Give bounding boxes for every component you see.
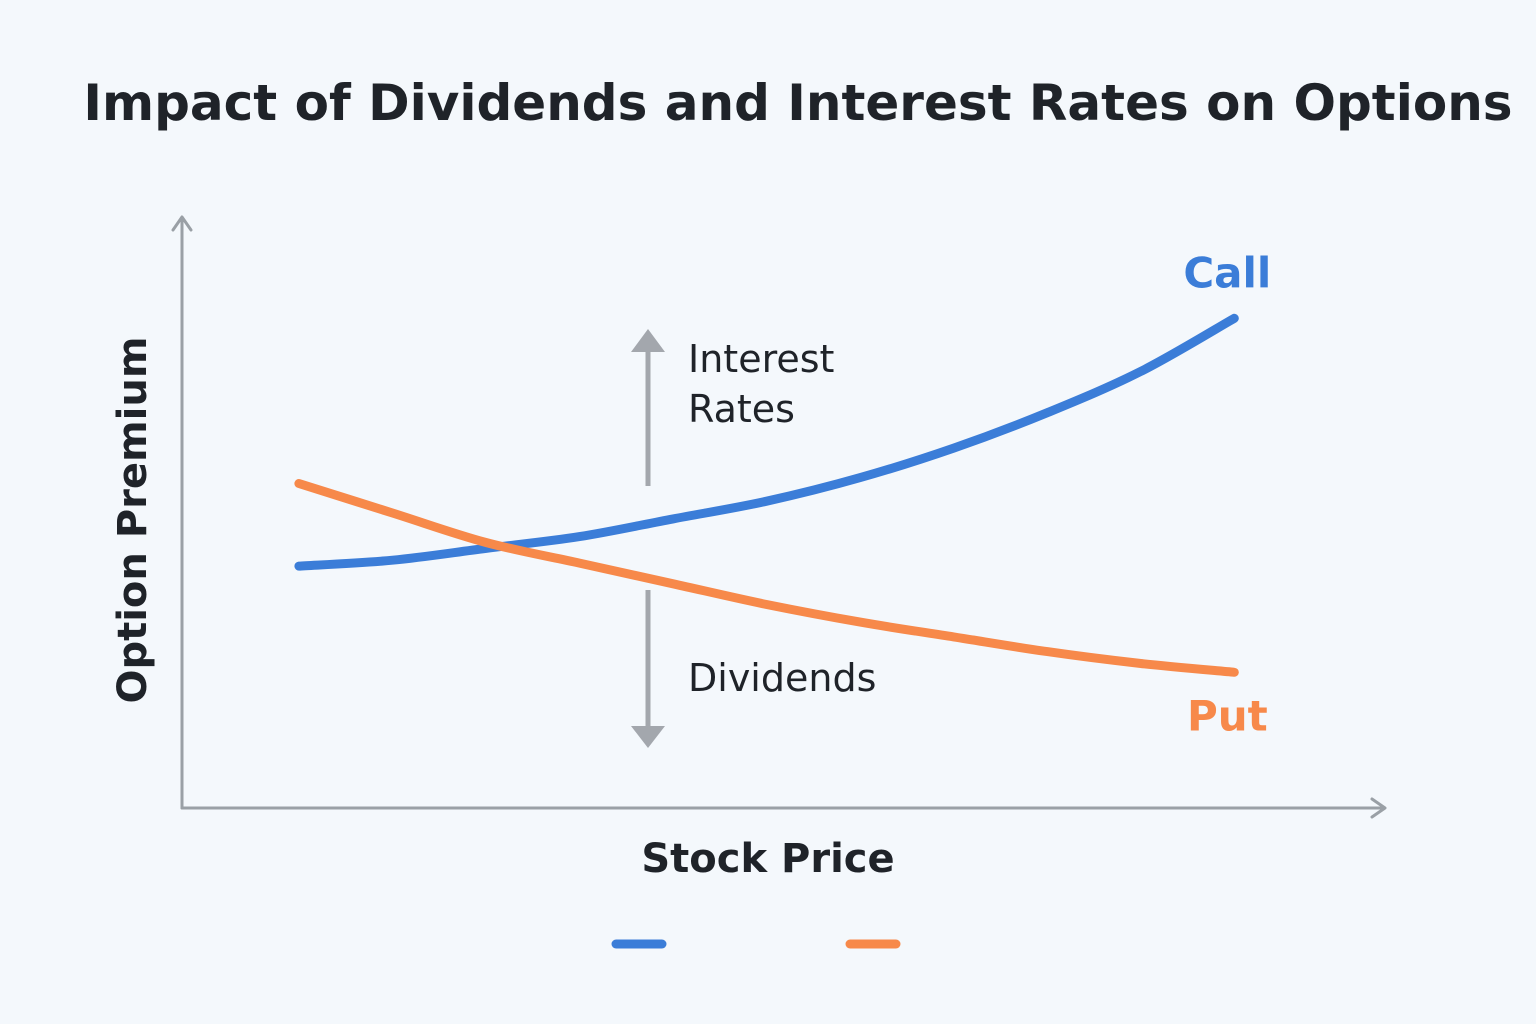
series-layer: Call Put (294, 248, 1271, 740)
interest-rates-arrow (631, 329, 665, 486)
up-arrow-head (631, 329, 665, 352)
interest-rates-label-line1: Interest (688, 337, 834, 381)
y-axis-label: Option Premium (110, 336, 156, 703)
call-series-label: Call (1183, 248, 1271, 297)
y-axis-arrow (171, 215, 193, 232)
interest-rates-label: Interest Rates (688, 337, 847, 431)
chart-title: Impact of Dividends and Interest Rates o… (83, 74, 1512, 132)
put-series-line (294, 479, 1239, 677)
put-series-label: Put (1187, 691, 1268, 740)
dividends-arrow (631, 590, 665, 748)
down-arrow-head (631, 726, 665, 748)
dividends-label: Dividends (688, 656, 876, 700)
call-series-line (294, 313, 1239, 571)
x-axis-label: Stock Price (641, 836, 894, 882)
x-axis-arrow (1370, 797, 1387, 819)
axes (171, 215, 1387, 819)
interest-rates-label-line2: Rates (688, 387, 795, 431)
